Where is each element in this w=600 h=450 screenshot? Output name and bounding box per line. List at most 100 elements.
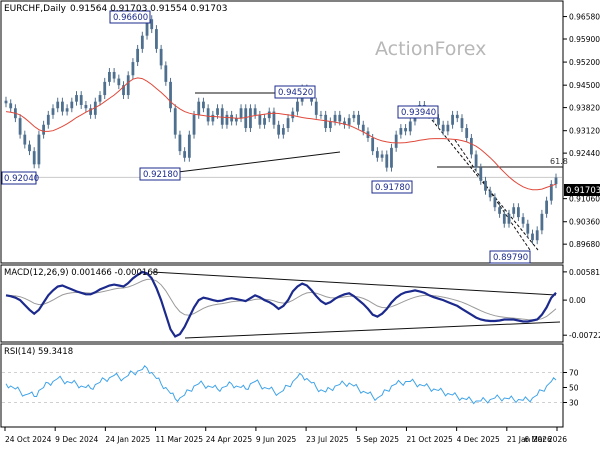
price-y-tick: 0.96580 <box>569 13 600 22</box>
macd-panel-frame <box>0 264 564 343</box>
price-label-0.92180: 0.92180 <box>139 167 181 181</box>
candle-body <box>126 75 130 96</box>
candle-body <box>216 108 219 115</box>
price-y-tick: 0.94500 <box>569 81 600 90</box>
price-y-tick: 0.93820 <box>569 104 600 113</box>
candle-body <box>206 108 210 122</box>
candle-body <box>446 124 450 132</box>
macd-header: MACD(12,26,9) 0.001466 -0.000168 <box>4 268 158 278</box>
candle-body <box>202 101 205 109</box>
candle-body <box>488 190 492 198</box>
candle-body <box>150 19 154 30</box>
candle-body <box>540 213 544 231</box>
x-tick-label: 11 Mar 2025 <box>156 435 204 444</box>
candle-body <box>512 207 516 214</box>
candle-body <box>84 104 88 109</box>
candle-body <box>140 35 144 49</box>
candle-body <box>61 101 64 112</box>
x-tick-label: 6 Mar 2026 <box>524 435 567 444</box>
price-y-tick: 0.92440 <box>569 149 600 158</box>
candle-body <box>131 62 135 76</box>
rsi-line <box>5 365 557 405</box>
candle-body <box>263 118 266 125</box>
macd-trendline-upper <box>151 271 557 296</box>
candle-body <box>258 114 262 125</box>
svg-text:0.94520: 0.94520 <box>278 88 313 98</box>
candle-body <box>173 108 177 135</box>
candle-body <box>465 128 469 138</box>
candle-body <box>338 114 342 122</box>
candle-body <box>296 101 299 112</box>
rsi-panel-frame <box>0 343 564 428</box>
svg-text:0.93940: 0.93940 <box>401 108 436 118</box>
candle-body <box>324 114 328 129</box>
x-tick-label: 21 Jan 2026 <box>507 435 552 444</box>
candle-body <box>75 95 78 102</box>
candle-body <box>79 95 83 105</box>
candle-body <box>526 223 530 234</box>
price-label-0.91780: 0.91780 <box>371 180 413 194</box>
candle-body <box>399 128 403 135</box>
date-axis: 24 Oct 2024 9 Dec 2024 24 Jan 2025 11 Mar 2… <box>4 427 567 444</box>
candle-body <box>281 128 285 135</box>
trendline-channel-upper <box>431 119 539 251</box>
candle-body <box>291 111 295 119</box>
candle-body <box>28 144 31 152</box>
svg-text:0.89790: 0.89790 <box>493 253 528 263</box>
candle-body <box>441 124 445 132</box>
candle-body <box>220 108 224 125</box>
price-y-tick: 0.91060 <box>569 195 600 204</box>
rsi-y-axis: 70 50 30 <box>2 369 579 408</box>
x-tick-label: 24 Oct 2024 <box>5 435 52 444</box>
price-y-tick: 0.89680 <box>569 240 600 249</box>
chart-header-ohlc: 0.91564 0.91703 0.91554 0.91703 <box>70 4 227 14</box>
candle-body <box>187 134 191 158</box>
svg-text:0.92180: 0.92180 <box>143 170 178 180</box>
x-tick-label: 21 Oct 2025 <box>406 435 453 444</box>
candle-body <box>314 101 318 115</box>
candle-body <box>352 114 356 119</box>
x-tick-label: 5 Sep 2025 <box>356 435 399 444</box>
macd-line <box>5 270 557 338</box>
candle-body <box>375 151 379 158</box>
candle-body <box>545 200 548 214</box>
macd-y-tick: 0.005814 <box>569 268 600 277</box>
candle-body <box>249 108 252 129</box>
candle-body <box>328 121 332 129</box>
candle-body <box>437 118 440 125</box>
candle-body <box>277 124 281 135</box>
candle-body <box>498 207 501 214</box>
candle-body <box>408 121 412 132</box>
fib-618-label: 61.8 <box>550 157 568 166</box>
candle-body <box>549 184 553 201</box>
trendline-lower-range <box>177 151 341 173</box>
candle-body <box>164 65 168 82</box>
macd-trendlines <box>151 271 561 339</box>
price-label-0.92040: 0.92040 <box>1 171 39 185</box>
candle-body <box>93 101 97 115</box>
candle-body <box>347 118 351 125</box>
candle-body <box>89 108 93 115</box>
candle-body <box>32 151 36 165</box>
candle-body <box>516 207 520 218</box>
candle-body <box>521 217 525 224</box>
candle-body <box>9 103 13 109</box>
candle-body <box>178 134 182 152</box>
candle-body <box>183 151 187 158</box>
candle-body <box>18 118 22 135</box>
candle-body <box>244 108 248 129</box>
candle-body <box>286 118 290 129</box>
candle-body <box>451 114 454 125</box>
x-tick-label: 23 Jul 2025 <box>306 435 349 444</box>
candle-body <box>122 85 125 96</box>
candle-body <box>343 121 346 125</box>
chart-header-symbol: EURCHF,Daily <box>4 4 67 14</box>
candle-body <box>159 48 163 66</box>
price-label-0.94520: 0.94520 <box>274 85 316 99</box>
macd-y-axis: 0.005814 0.00 -0.007222 <box>563 268 600 340</box>
candle-body <box>333 114 337 122</box>
candle-body <box>225 114 229 125</box>
price-y-tick: 0.95900 <box>569 35 600 44</box>
candle-body <box>531 233 534 241</box>
candle-body <box>65 108 69 112</box>
